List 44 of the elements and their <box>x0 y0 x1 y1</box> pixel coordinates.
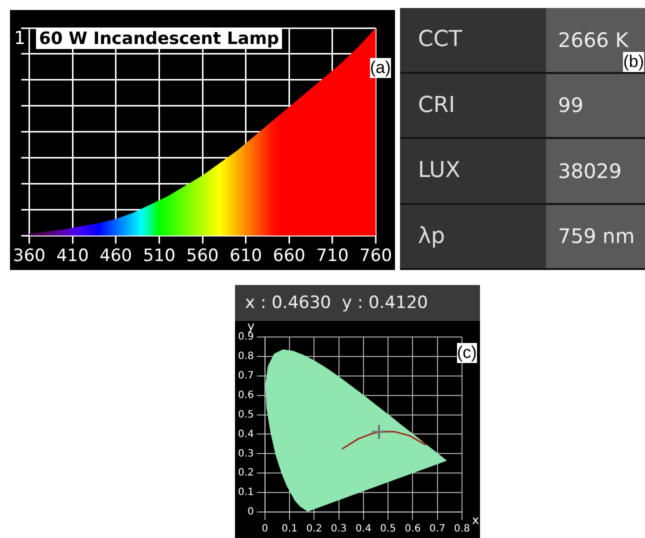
text: 2666 K <box>558 28 628 52</box>
x-tick-label: 610 <box>230 246 262 266</box>
y-tick-label: 0.8 <box>238 351 254 362</box>
x-tick-label: 560 <box>186 246 219 266</box>
y-tick-label: 0.5 <box>238 409 254 420</box>
y-tick-label: 0.9 <box>238 332 254 343</box>
text: 38029 <box>546 139 645 202</box>
y-tick-label: 0.6 <box>238 390 254 401</box>
x-tick-label: 0.1 <box>282 524 298 535</box>
chart-title: x : 0.4630 y : 0.4120 <box>235 285 480 321</box>
x-tick-label: 510 <box>142 246 176 266</box>
x-tick-label: 0.5 <box>380 524 396 535</box>
y-tick-label: 0.2 <box>238 468 254 479</box>
y-tick-label: 0.4 <box>238 428 254 440</box>
x-tick-label: 460 <box>100 246 132 266</box>
x-tick-label: 0.2 <box>306 524 322 535</box>
text: (b) <box>623 52 644 72</box>
text: 1 <box>14 28 26 49</box>
text: LUX <box>400 139 546 202</box>
x-tick-label: 360 <box>12 246 46 266</box>
x-tick-label: 710 <box>316 246 349 266</box>
y-tick-label: 0 <box>248 506 254 518</box>
x-tick-label: 760 <box>360 246 392 266</box>
y-tick-label: 0.1 <box>238 487 254 498</box>
text: CCT <box>400 8 546 72</box>
annotation: (a) <box>370 58 391 78</box>
y-axis-title: y <box>247 319 254 334</box>
text: CRI <box>400 74 546 137</box>
y-tick-label: 0.3 <box>238 448 254 460</box>
chart-title: 60 W Incandescent Lamp <box>36 29 282 49</box>
x-axis-title: x <box>472 513 480 528</box>
x-tick-label: 0.4 <box>356 524 372 535</box>
x-tick-label: 0.8 <box>454 524 470 535</box>
x-tick-label: 0 <box>262 524 268 535</box>
x-tick-label: 660 <box>272 246 306 266</box>
text: 759 nm <box>546 204 645 268</box>
text: λp <box>400 204 546 268</box>
y-tick-label: 0.7 <box>238 370 254 382</box>
x-tick-label: 410 <box>56 246 89 266</box>
x-tick-label: 0.6 <box>404 524 421 535</box>
x-tick-label: 0.7 <box>429 524 446 535</box>
x-tick-label: 0.3 <box>330 524 347 535</box>
text: 99 <box>546 74 645 137</box>
annotation: (c) <box>457 343 477 363</box>
